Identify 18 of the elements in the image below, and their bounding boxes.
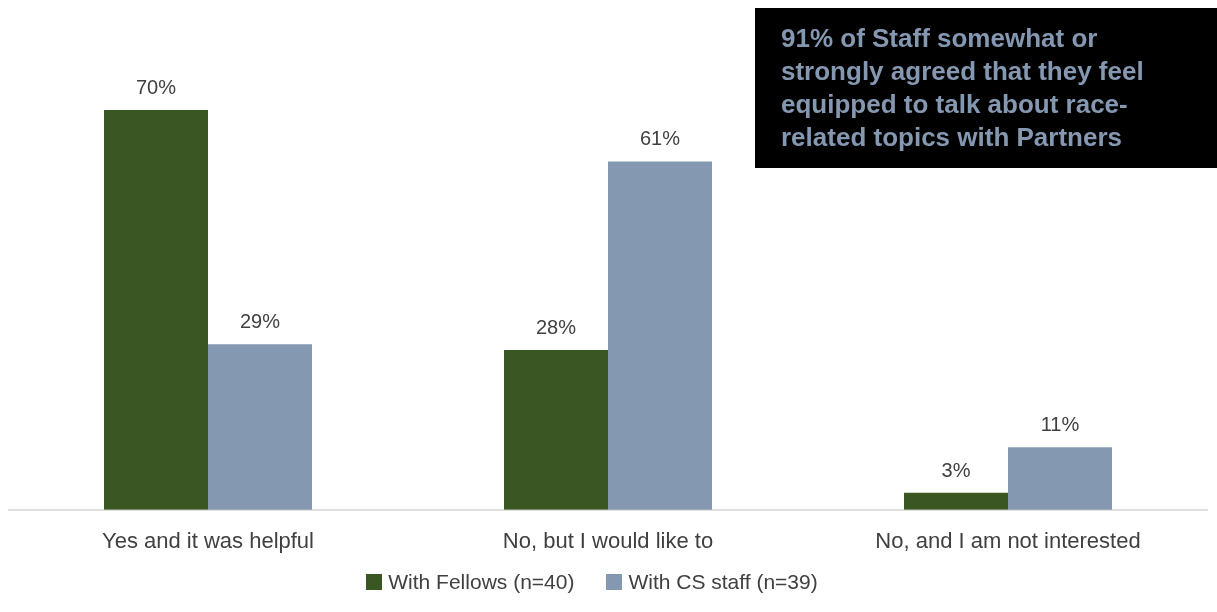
data-label: 29% bbox=[239, 310, 281, 333]
x-tick-label: No, but I would like to bbox=[502, 527, 714, 553]
data-label: 11% bbox=[1040, 413, 1080, 436]
x-tick-label: Yes and it was helpful bbox=[102, 527, 314, 553]
legend-label: With CS staff (n=39) bbox=[627, 570, 818, 594]
data-label: 61% bbox=[639, 127, 681, 150]
bar bbox=[504, 350, 608, 510]
data-label: 3% bbox=[941, 458, 971, 481]
bar bbox=[608, 161, 712, 510]
bar bbox=[904, 492, 1008, 510]
data-label: 70% bbox=[135, 76, 177, 98]
x-tick-label: No, and I am not interested bbox=[875, 527, 1141, 553]
legend-label: With Fellows (n=40) bbox=[387, 570, 575, 594]
bar bbox=[104, 110, 208, 510]
data-label: 28% bbox=[535, 316, 577, 338]
bar bbox=[1008, 447, 1112, 510]
text-box: 91% of Staff somewhat or strongly agreed that they feel equipped to talk about race-related topics with Partners bbox=[755, 8, 1217, 168]
bar bbox=[208, 344, 312, 510]
